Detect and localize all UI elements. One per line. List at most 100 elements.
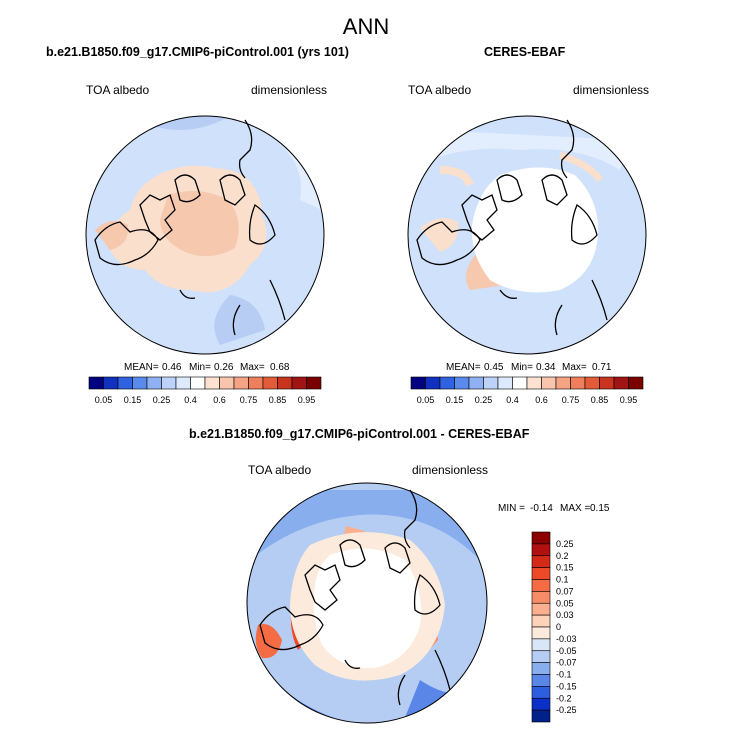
panel2-colorbar-swatch [628,376,644,390]
panel2-colorbar-swatch [541,376,557,390]
panel1-units-label: dimensionless [251,83,328,97]
panel1-colorbar-tick-label: 0.05 [95,395,113,405]
panel1-variable-label: TOA albedo [86,83,150,97]
panel1-colorbar-swatch [306,376,322,390]
panel2-colorbar-swatch [555,376,571,390]
panel2-colorbar-swatch [497,376,513,390]
panel1-colorbar-tick-label: 0.4 [184,395,197,405]
panel1-map-border [85,115,325,355]
panel2-colorbar-tick-label: 0.05 [417,395,435,405]
panel2-colorbar-tick-label: 0.25 [475,395,493,405]
panel3-variable-label: TOA albedo [248,463,312,477]
panel2-mean-value: 0.45 [484,362,504,373]
panel2-colorbar-tick-label: 0.4 [506,395,519,405]
panel1-colorbar-swatch [219,376,235,390]
panel1-colorbar-tick-label: 0.15 [124,395,142,405]
panel2-colorbar-swatch [526,376,542,390]
panel3-colorbar-tick-label: 0.07 [556,586,574,596]
panel2-colorbar-swatch [439,376,455,390]
panel2-colorbar-swatch [425,376,441,390]
panel1-mean-label: MEAN= [124,362,159,373]
panel2-colorbar-swatch [584,376,600,390]
panel1-colorbar-tick-label: 0.6 [213,395,226,405]
panel1-map [85,115,325,355]
panel3-colorbar-swatch [531,543,551,557]
panel2-mean-label: MEAN= [446,362,481,373]
panel3-negative-band [250,490,487,560]
panel1-greenland-region [95,221,129,250]
panel3-colorbar-tick-label: -0.03 [556,634,577,644]
panel2-colorbar-swatch [599,376,615,390]
panel3-colorbar-swatch [531,567,551,580]
panel3-colorbar-swatch [531,579,551,592]
panel2-colorbar-swatch [570,376,586,390]
panel1-min-value: 0.26 [214,362,234,373]
panel2-max-label: Max= [562,362,587,373]
panel3-colorbar-tick-label: 0.2 [556,551,569,561]
panel3-colorbar-swatch [531,638,551,652]
panel1-mean-value: 0.46 [162,362,182,373]
panel1-max-value: 0.68 [270,362,290,373]
panel2-map [407,115,647,355]
panel3-colorbar-tick-label: -0.15 [556,681,577,691]
panel3-colorbar-tick-label: 0.03 [556,610,574,620]
panel3-colorbar-swatch [531,697,551,711]
panel1-colorbar-swatch [204,376,220,390]
panel2-colorbar-swatch [410,376,426,390]
panel3-map [246,482,488,724]
panel3-colorbar-swatch [531,662,551,675]
panel1-colorbar-swatch [190,376,206,390]
panel3-colorbar-tick-label: 0 [556,622,561,632]
panel2-mid-albedo [430,130,630,170]
panel3-max-value: 0.15 [590,503,610,514]
panel1-colorbar-swatch [146,376,162,390]
panel1-colorbar-swatch [233,376,249,390]
panel1-colorbar-swatch [117,376,133,390]
panel2-min-label: Min= [511,362,533,373]
panel3-colorbar-tick-label: -0.1 [556,670,572,680]
panel2-title: CERES-EBAF [484,45,566,59]
panel2-colorbar-swatch [613,376,629,390]
panel1-min-label: Min= [189,362,211,373]
panel2-missing-data [471,167,599,293]
panel3-colorbar-tick-label: -0.2 [556,693,572,703]
panel3-colorbar-tick-label: -0.25 [556,705,577,715]
panel3-coastlines [259,489,451,706]
panel1-colorbar-tick-label: 0.95 [298,395,316,405]
panel1-colorbar-swatch [88,376,104,390]
panel1-colorbar-swatch [161,376,177,390]
panel3-max-label: MAX = [560,503,591,514]
panel3-colorbar-tick-label: -0.07 [556,658,577,668]
panel3-map-border [246,482,488,724]
panel3-colorbar-swatch [531,650,551,663]
panel1-colorbar-swatch [291,376,307,390]
panel1-polar-core [160,191,239,257]
panel1-colorbar-swatch [175,376,191,390]
panel2-units-label: dimensionless [573,83,650,97]
panel2-colorbar-swatch [468,376,484,390]
figure-title: ANN [342,14,390,39]
panel1-colorbar-swatch [277,376,293,390]
panel1-coastlines [94,119,286,336]
panel3-colorbar-tick-label: 0.25 [556,539,574,549]
panel1-colorbar-swatch [248,376,264,390]
panel1-colorbar: 0.05 0.15 0.25 0.4 0.6 0.75 0.85 0.95 [88,376,322,405]
panel1-pacific-region [214,295,265,345]
panel3-title: b.e21.B1850.f09_g17.CMIP6-piControl.001 … [189,427,530,441]
panel1-colorbar-tick-label: 0.85 [269,395,287,405]
panel1-title: b.e21.B1850.f09_g17.CMIP6-piControl.001 … [46,45,349,59]
panel2-colorbar-swatch [454,376,470,390]
panel1-colorbar-tick-label: 0.75 [240,395,258,405]
panel2-map-border [407,115,647,355]
panel2-max-value: 0.71 [592,362,612,373]
panel3-min-label: MIN = [498,503,525,514]
panel3-colorbar-swatch [531,555,551,568]
panel3-colorbar-swatch [531,674,551,687]
panel2-variable-label: TOA albedo [408,83,472,97]
panel3-colorbar-tick-label: -0.05 [556,646,577,656]
panel3-colorbar-swatch [531,591,551,604]
panel3-missing-data [313,548,421,669]
panel2-colorbar-tick-label: 0.15 [446,395,464,405]
panel2-colorbar-tick-label: 0.6 [535,395,548,405]
